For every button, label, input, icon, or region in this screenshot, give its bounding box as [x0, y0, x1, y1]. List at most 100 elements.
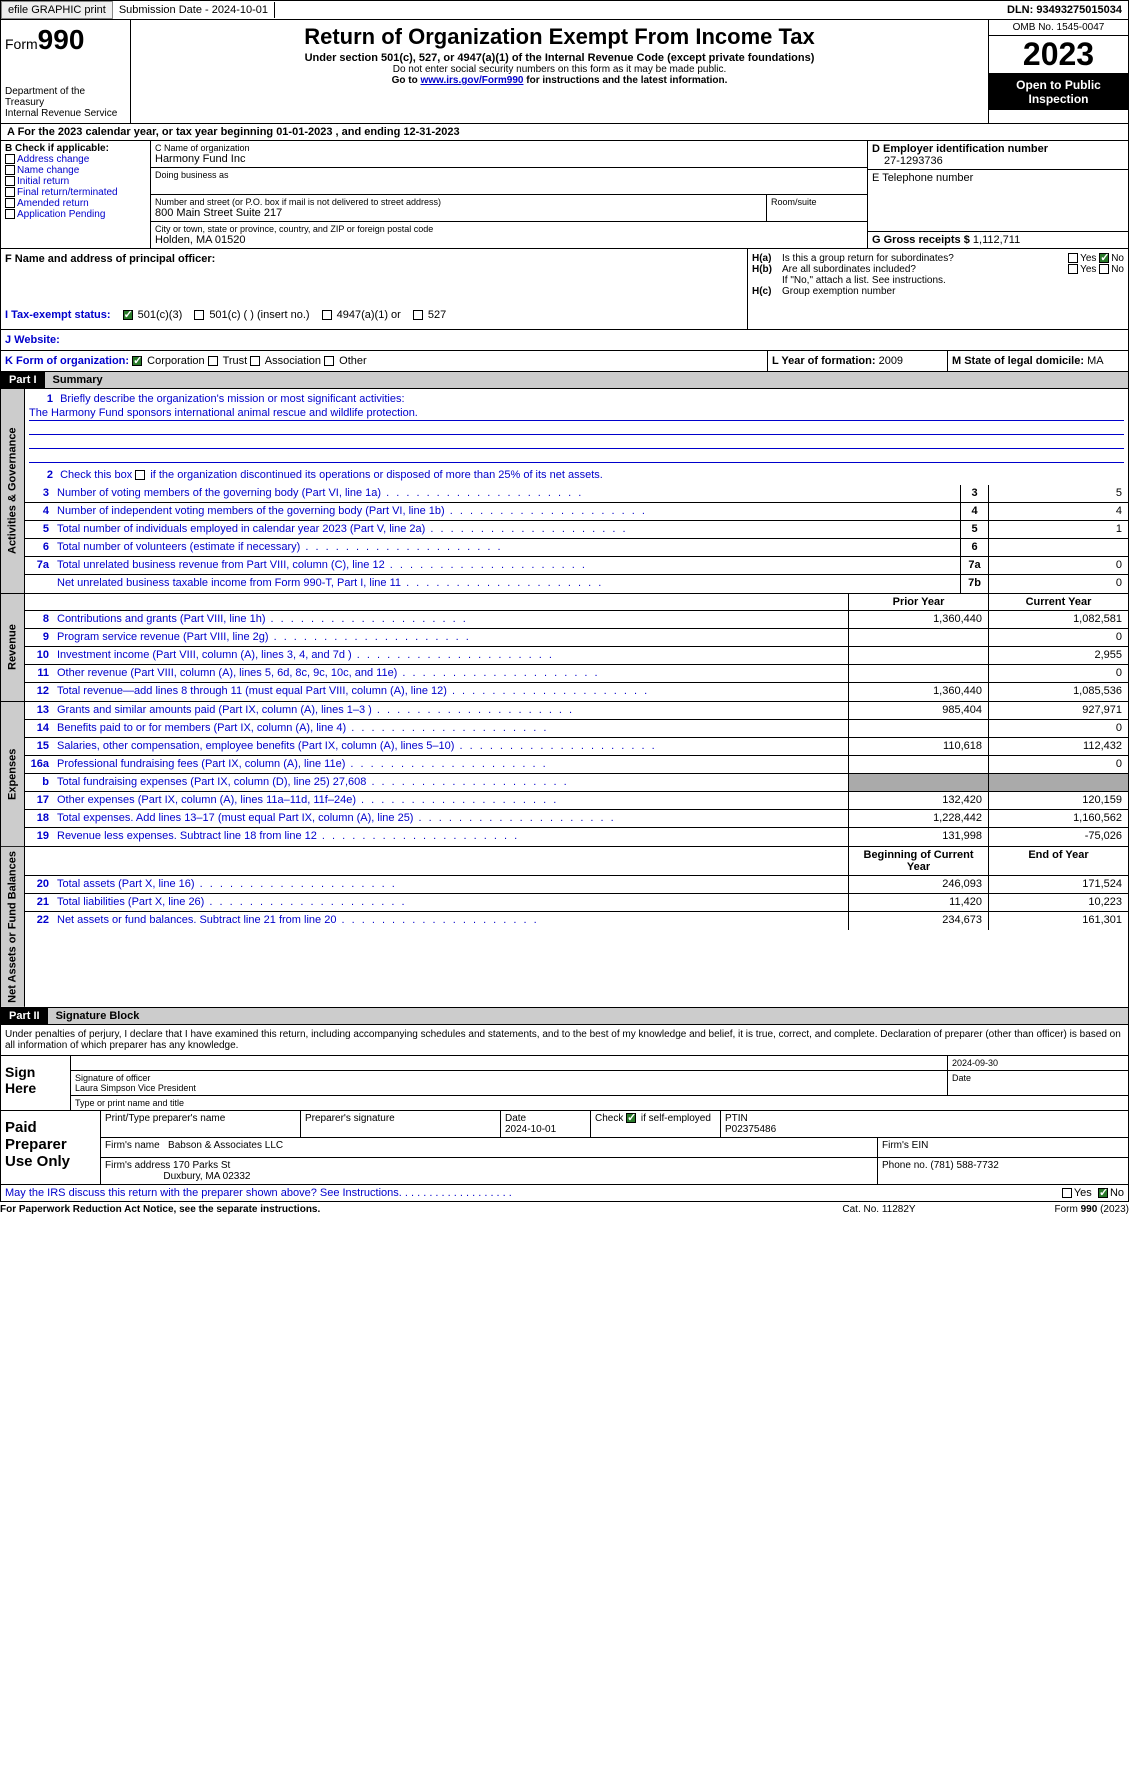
dln: DLN: 93493275015034 [1001, 2, 1128, 18]
chk-corporation[interactable]: Corporation [132, 355, 205, 367]
summary-line: 15 Salaries, other compensation, employe… [25, 738, 1128, 756]
current-value: 171,524 [988, 876, 1128, 893]
summary-line: 20 Total assets (Part X, line 16) 246,09… [25, 876, 1128, 894]
chk-final-return[interactable]: Final return/terminated [5, 187, 146, 198]
summary-line: 21 Total liabilities (Part X, line 26) 1… [25, 894, 1128, 912]
current-value [988, 774, 1128, 791]
summary-line: 11 Other revenue (Part VIII, column (A),… [25, 665, 1128, 683]
current-value: 10,223 [988, 894, 1128, 911]
summary-line: 18 Total expenses. Add lines 13–17 (must… [25, 810, 1128, 828]
line-value: 5 [988, 485, 1128, 502]
summary-line: 19 Revenue less expenses. Subtract line … [25, 828, 1128, 846]
prior-value: 1,360,440 [848, 611, 988, 628]
summary-line: 14 Benefits paid to or for members (Part… [25, 720, 1128, 738]
firm-addr2: Duxbury, MA 02332 [163, 1171, 250, 1182]
top-bar: efile GRAPHIC print Submission Date - 20… [0, 0, 1129, 20]
efile-print-button[interactable]: efile GRAPHIC print [1, 1, 113, 19]
prior-value: 246,093 [848, 876, 988, 893]
summary-line: 12 Total revenue—add lines 8 through 11 … [25, 683, 1128, 701]
state-domicile: MA [1087, 355, 1104, 367]
hb-no[interactable] [1099, 264, 1109, 274]
prior-value: 131,998 [848, 828, 988, 846]
submission-date: Submission Date - 2024-10-01 [113, 2, 275, 18]
sig-date: 2024-09-30 [948, 1056, 1128, 1070]
year-formation: 2009 [879, 355, 903, 367]
box-d-e-g: D Employer identification number 27-1293… [868, 141, 1128, 248]
summary-revenue: Revenue Prior Year Current Year 8 Contri… [0, 594, 1129, 702]
omb-number: OMB No. 1545-0047 [989, 20, 1128, 36]
firm-phone: (781) 588-7732 [930, 1160, 998, 1171]
tax-year-line: A For the 2023 calendar year, or tax yea… [0, 124, 1129, 141]
current-value: 0 [988, 629, 1128, 646]
discuss-yes[interactable] [1062, 1188, 1072, 1198]
part1-header: Part I Summary [0, 372, 1129, 389]
k-l-m-row: K Form of organization: Corporation Trus… [0, 351, 1129, 372]
chk-name-change[interactable]: Name change [5, 165, 146, 176]
paid-preparer-block: Paid Preparer Use Only Print/Type prepar… [0, 1111, 1129, 1185]
prior-value [848, 774, 988, 791]
ha-no[interactable] [1099, 253, 1109, 263]
ein: 27-1293736 [872, 155, 1124, 167]
current-value: -75,026 [988, 828, 1128, 846]
chk-501c3[interactable]: 501(c)(3) [123, 309, 183, 321]
hb-yes[interactable] [1068, 264, 1078, 274]
chk-501c[interactable]: 501(c) ( ) (insert no.) [194, 309, 309, 321]
org-name: Harmony Fund Inc [155, 153, 863, 165]
box-j: J Website: [0, 330, 1129, 351]
form-number: Form990 [5, 24, 126, 56]
firm-addr1: 170 Parks St [173, 1160, 230, 1171]
summary-governance: Activities & Governance 1 Briefly descri… [0, 389, 1129, 594]
prep-date: 2024-10-01 [505, 1124, 556, 1135]
prior-value: 1,228,442 [848, 810, 988, 827]
entity-row: B Check if applicable: Address change Na… [0, 141, 1129, 249]
sign-here-block: Sign Here 2024-09-30 Signature of office… [0, 1056, 1129, 1111]
current-value: 0 [988, 756, 1128, 773]
chk-address-change[interactable]: Address change [5, 154, 146, 165]
instructions-link-row: Go to www.irs.gov/Form990 for instructio… [139, 75, 980, 86]
chk-association[interactable]: Association [250, 355, 321, 367]
current-value: 2,955 [988, 647, 1128, 664]
chk-self-employed[interactable] [626, 1113, 636, 1123]
firm-name: Babson & Associates LLC [168, 1140, 283, 1151]
discuss-no[interactable] [1098, 1188, 1108, 1198]
line-value: 0 [988, 557, 1128, 574]
prior-value: 985,404 [848, 702, 988, 719]
prior-value [848, 665, 988, 682]
current-value: 1,160,562 [988, 810, 1128, 827]
tax-year: 2023 [989, 36, 1128, 74]
current-value: 0 [988, 665, 1128, 682]
summary-line: 10 Investment income (Part VIII, column … [25, 647, 1128, 665]
chk-discontinued[interactable] [135, 470, 145, 480]
chk-amended-return[interactable]: Amended return [5, 198, 146, 209]
chk-trust[interactable]: Trust [208, 355, 248, 367]
current-value: 120,159 [988, 792, 1128, 809]
summary-line: b Total fundraising expenses (Part IX, c… [25, 774, 1128, 792]
box-c: C Name of organization Harmony Fund Inc … [151, 141, 868, 248]
box-h: H(a) Is this a group return for subordin… [748, 249, 1128, 329]
org-city: Holden, MA 01520 [155, 234, 863, 246]
prior-value: 11,420 [848, 894, 988, 911]
summary-line: 5 Total number of individuals employed i… [25, 521, 1128, 539]
prior-value: 1,360,440 [848, 683, 988, 701]
irs-label: Internal Revenue Service [5, 108, 126, 119]
chk-other[interactable]: Other [324, 355, 367, 367]
summary-line: 6 Total number of volunteers (estimate i… [25, 539, 1128, 557]
chk-527[interactable]: 527 [413, 309, 446, 321]
part2-header: Part II Signature Block [0, 1008, 1129, 1025]
prior-value [848, 756, 988, 773]
ha-yes[interactable] [1068, 253, 1078, 263]
summary-line: Net unrelated business taxable income fr… [25, 575, 1128, 593]
summary-line: 17 Other expenses (Part IX, column (A), … [25, 792, 1128, 810]
summary-line: 4 Number of independent voting members o… [25, 503, 1128, 521]
tab-revenue: Revenue [1, 594, 25, 701]
cat-no: Cat. No. 11282Y [779, 1204, 979, 1215]
chk-initial-return[interactable]: Initial return [5, 176, 146, 187]
line-value: 0 [988, 575, 1128, 593]
chk-4947[interactable]: 4947(a)(1) or [322, 309, 401, 321]
current-value: 1,085,536 [988, 683, 1128, 701]
summary-line: 13 Grants and similar amounts paid (Part… [25, 702, 1128, 720]
gross-receipts: 1,112,711 [973, 234, 1020, 246]
irs-link[interactable]: www.irs.gov/Form990 [420, 75, 523, 86]
summary-line: 22 Net assets or fund balances. Subtract… [25, 912, 1128, 930]
chk-application-pending[interactable]: Application Pending [5, 209, 146, 220]
